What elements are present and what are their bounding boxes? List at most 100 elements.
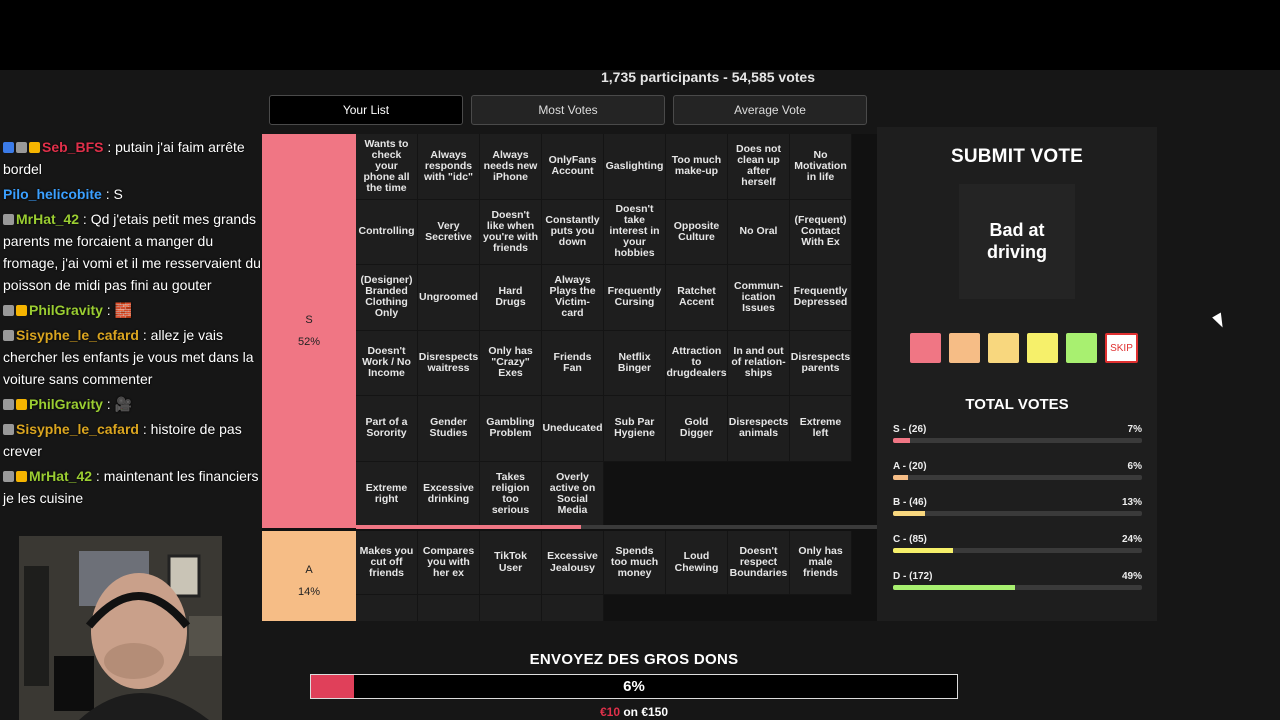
tier-item[interactable] <box>418 595 480 621</box>
tier-item[interactable]: (Designer) Branded Clothing Only <box>356 265 418 331</box>
tier-item[interactable]: Excessive <box>356 595 418 621</box>
chat-username[interactable]: PhilGravity <box>29 302 103 318</box>
tier-item[interactable]: Gold Digger <box>666 396 728 462</box>
tier-a-label: A 14% <box>262 531 356 621</box>
tier-item[interactable]: Excessive drinking <box>418 461 480 527</box>
tier-s-scrollbar[interactable] <box>356 525 877 529</box>
tier-item[interactable]: Frequently Depressed <box>790 265 852 331</box>
tier-item[interactable]: Ratchet Accent <box>666 265 728 331</box>
tier-item[interactable]: (Frequent) Contact With Ex <box>790 199 852 265</box>
tier-vote-label: B - (46) <box>893 497 927 509</box>
tab-your-list[interactable]: Your List <box>269 95 463 125</box>
webcam-image <box>19 536 222 720</box>
tier-item[interactable]: No Oral <box>728 199 790 265</box>
tier-item[interactable]: Excessive Jealousy <box>542 531 604 595</box>
tier-item[interactable]: Commun-ication Issues <box>728 265 790 331</box>
tier-item[interactable]: Doesn't like when you're with friends <box>480 199 542 265</box>
tier-item[interactable]: Astrology <box>542 595 604 621</box>
chat-text: : allez je vais chercher les enfants je … <box>3 327 254 387</box>
chat-text: : 🎥 <box>102 396 133 412</box>
tier-item[interactable]: Extreme right <box>356 461 418 527</box>
tier-item[interactable]: Attraction to drugdealers <box>666 330 728 396</box>
tier-item[interactable]: Gambling Problem <box>480 396 542 462</box>
tier-vote-track <box>893 548 1142 554</box>
tier-item[interactable]: Doesn't Work / No Income <box>356 330 418 396</box>
tab-average-vote[interactable]: Average Vote <box>673 95 867 125</box>
chat-badge-icon <box>3 471 14 482</box>
chat-message: Sisyphe_le_cafard : allez je vais cherch… <box>3 324 268 390</box>
tier-item[interactable]: Always Plays the Victim-card <box>542 265 604 331</box>
vote-color-button[interactable] <box>988 333 1019 363</box>
chat-username[interactable]: Pilo_helicobite <box>3 186 102 202</box>
vote-color-button[interactable] <box>910 333 941 363</box>
vote-color-button[interactable] <box>949 333 980 363</box>
tier-item[interactable]: No Motivation in life <box>790 134 852 200</box>
tier-item[interactable]: Constantly puts you down <box>542 199 604 265</box>
tier-item[interactable]: Starbucks <box>480 595 542 621</box>
tier-item[interactable]: Overly active on Social Media <box>542 461 604 527</box>
tier-item[interactable]: Very Secretive <box>418 199 480 265</box>
chat-badge-icon <box>3 330 14 341</box>
chat-username[interactable]: Sisyphe_le_cafard <box>16 327 139 343</box>
tier-item[interactable]: Makes you cut off friends <box>356 531 418 595</box>
tier-item[interactable]: Sub Par Hygiene <box>604 396 666 462</box>
total-votes-title: TOTAL VOTES <box>965 396 1069 413</box>
tier-item[interactable]: Only has "Crazy" Exes <box>480 330 542 396</box>
submit-vote-title: SUBMIT VOTE <box>950 146 1084 167</box>
tab-most-votes[interactable]: Most Votes <box>471 95 665 125</box>
submit-vote-heading: SUBMIT VOTE <box>877 146 1157 168</box>
tier-item[interactable]: Loud Chewing <box>666 531 728 595</box>
tier-item[interactable]: Gaslighting <box>604 134 666 200</box>
tier-item[interactable]: Too much make-up <box>666 134 728 200</box>
tier-item[interactable]: Frequently Cursing <box>604 265 666 331</box>
tier-vote-percent: 49% <box>1121 570 1142 582</box>
tier-item[interactable]: Disrespects parents <box>790 330 852 396</box>
chat-badge-icon <box>3 305 14 316</box>
tier-item[interactable]: Takes religion too serious <box>480 461 542 527</box>
chat-username[interactable]: Sisyphe_le_cafard <box>16 421 139 437</box>
tier-item[interactable]: Always responds with "idc" <box>418 134 480 200</box>
tier-item[interactable]: Doesn't respect Boundaries <box>728 531 790 595</box>
tier-item[interactable]: Hard Drugs <box>480 265 542 331</box>
tier-vote-track <box>893 584 1142 590</box>
tier-item[interactable]: OnlyFans Account <box>542 134 604 200</box>
tier-item[interactable]: Does not clean up after herself <box>728 134 790 200</box>
vote-color-button[interactable] <box>1027 333 1058 363</box>
donation-percent: 6% <box>623 678 645 695</box>
chat-text: : putain j'ai faim arrête bordel <box>3 139 245 177</box>
tier-item[interactable]: Disrespects waitress <box>418 330 480 396</box>
chat-username[interactable]: MrHat_42 <box>29 468 93 484</box>
tier-item[interactable]: Wants to check your phone all the time <box>356 134 418 200</box>
tier-item[interactable]: Ungroomed <box>418 265 480 331</box>
tier-item[interactable]: Spends too much money <box>604 531 666 595</box>
tier-item[interactable]: Uneducated <box>542 396 604 462</box>
tier-vote-label: D - (172) <box>893 570 933 582</box>
total-votes-row: B - (46) 13% <box>893 497 1142 521</box>
donation-current: €10 <box>599 705 620 719</box>
chat-message: Pilo_helicobite : S <box>3 183 268 205</box>
tier-item[interactable]: Doesn't take interest in your hobbies <box>604 199 666 265</box>
tier-vote-track <box>893 474 1142 480</box>
tier-item[interactable]: Friends Fan <box>542 330 604 396</box>
tier-item[interactable]: Extreme left <box>790 396 852 462</box>
tier-item[interactable]: Compares you with her ex <box>418 531 480 595</box>
tier-item[interactable]: Opposite Culture <box>666 199 728 265</box>
tier-a-grid: Makes you cut off friends Compares you wi… <box>356 531 852 621</box>
skip-button[interactable]: SKIP <box>1105 333 1138 363</box>
tier-item[interactable]: Only has male friends <box>790 531 852 595</box>
tier-item[interactable]: Gender Studies <box>418 396 480 462</box>
scrollbar-thumb[interactable] <box>356 525 581 529</box>
tier-item[interactable]: Disrespects animals <box>728 396 790 462</box>
tier-item[interactable]: Netflix Binger <box>604 330 666 396</box>
tier-item[interactable]: In and out of relation-ships <box>728 330 790 396</box>
chat-username[interactable]: Seb_BFS <box>42 139 104 155</box>
chat-username[interactable]: MrHat_42 <box>16 211 80 227</box>
tier-a-name: A <box>305 564 313 576</box>
tier-item[interactable]: Controlling <box>356 199 418 265</box>
chat-text: : maintenant les financiers je les cuisi… <box>3 468 259 506</box>
vote-color-button[interactable] <box>1066 333 1097 363</box>
tier-item[interactable]: Part of a Sorority <box>356 396 418 462</box>
tier-item[interactable]: Always needs new iPhone <box>480 134 542 200</box>
chat-username[interactable]: PhilGravity <box>29 396 103 412</box>
tier-item[interactable]: TikTok User <box>480 531 542 595</box>
